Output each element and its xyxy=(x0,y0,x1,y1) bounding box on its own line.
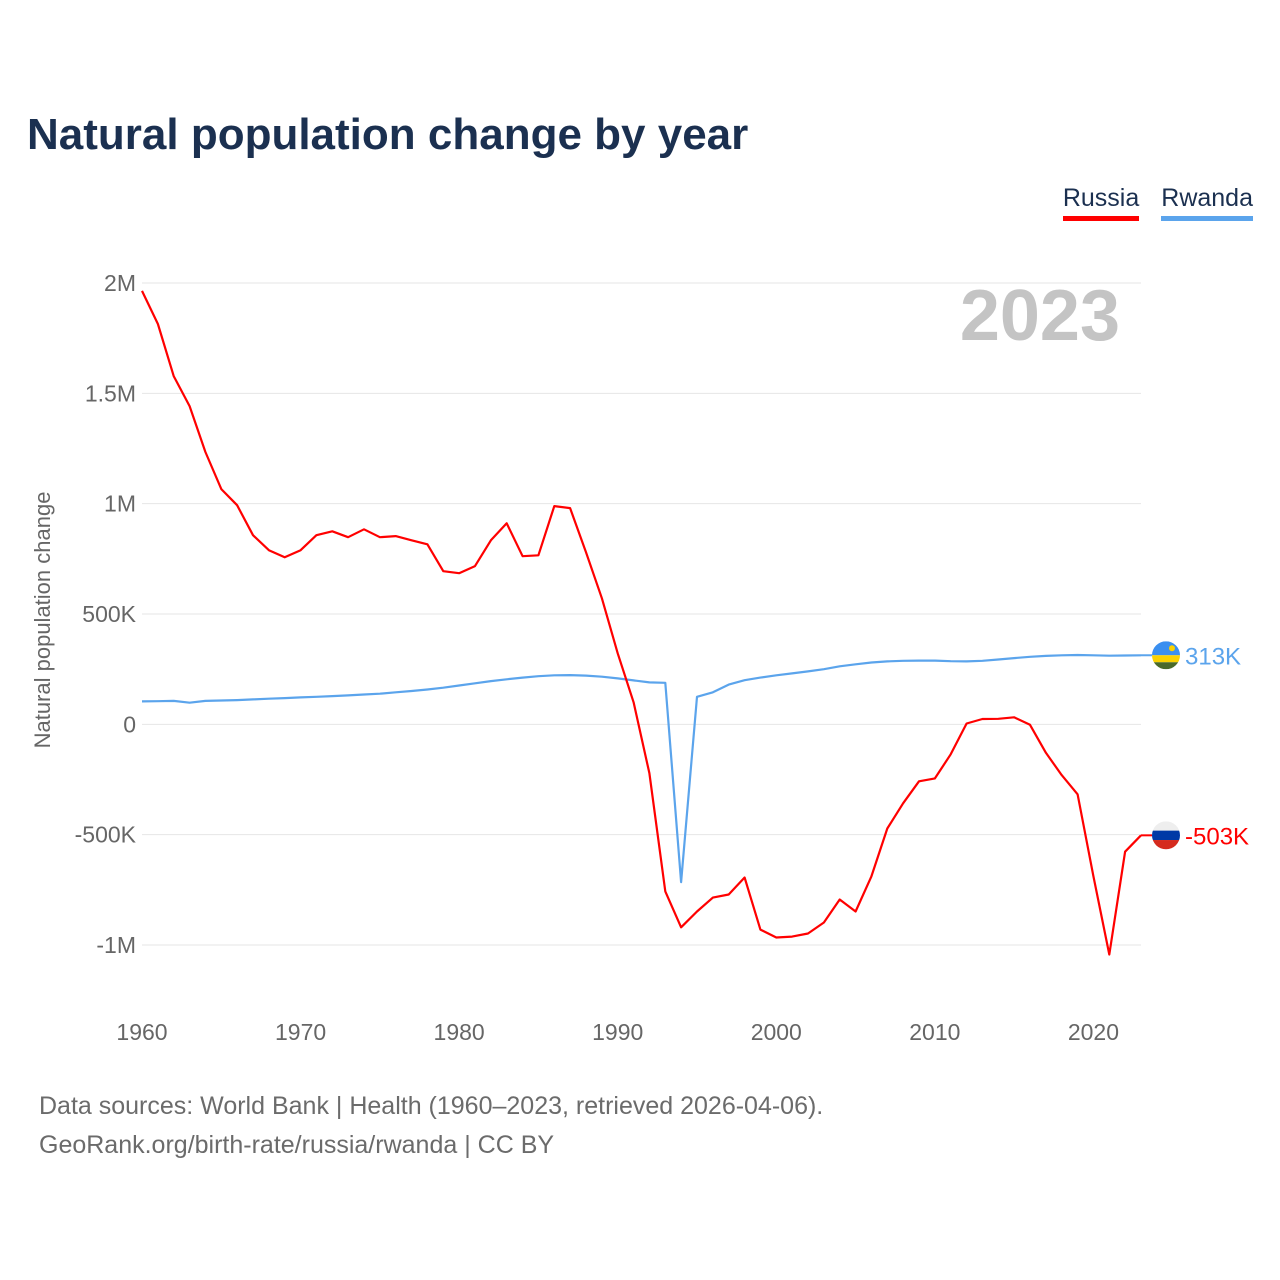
end-value-label: -503K xyxy=(1185,823,1249,850)
end-value-label: 313K xyxy=(1185,643,1241,670)
y-tick-label: 1M xyxy=(104,491,136,517)
x-tick-label: 2000 xyxy=(751,1019,802,1045)
series-line-russia xyxy=(141,290,1142,956)
y-tick-label: 2M xyxy=(104,270,136,296)
flag-stripe xyxy=(1152,662,1180,670)
x-tick-label: 1990 xyxy=(592,1019,643,1045)
source-link[interactable]: GeoRank.org/birth-rate/russia/rwanda | C… xyxy=(39,1131,555,1159)
y-tick-label: 500K xyxy=(82,601,136,627)
y-tick-label: -1M xyxy=(96,932,136,958)
flag-stripe xyxy=(1152,641,1180,656)
chart-title: Natural population change by year xyxy=(27,110,749,159)
y-axis-label: Natural population change xyxy=(30,492,55,749)
year-watermark: 2023 xyxy=(960,276,1120,356)
source-note: Data sources: World Bank | Health (1960–… xyxy=(39,1087,823,1165)
x-tick-label: 1970 xyxy=(275,1019,326,1045)
flag-stripe xyxy=(1152,840,1180,850)
russia-flag-icon xyxy=(1152,821,1180,850)
x-tick-label: 2010 xyxy=(909,1019,960,1045)
flag-sun xyxy=(1169,645,1175,652)
rwanda-flag-icon xyxy=(1152,641,1180,670)
legend-item-rwanda[interactable]: Rwanda xyxy=(1161,184,1253,221)
series-line-rwanda xyxy=(141,653,1142,884)
x-tick-label: 2020 xyxy=(1068,1019,1119,1045)
flag-stripe xyxy=(1152,830,1180,841)
source-line: Data sources: World Bank | Health (1960–… xyxy=(39,1092,824,1120)
y-tick-label: 1.5M xyxy=(85,380,136,406)
x-tick-label: 1960 xyxy=(116,1019,167,1045)
flag-stripe xyxy=(1152,821,1180,831)
y-tick-label: -500K xyxy=(75,822,137,848)
legend-item-russia[interactable]: Russia xyxy=(1062,184,1140,221)
y-tick-label: 0 xyxy=(123,711,136,737)
x-tick-label: 1980 xyxy=(434,1019,485,1045)
flag-stripe xyxy=(1152,655,1180,663)
legend: Russia Rwanda xyxy=(1062,184,1253,221)
